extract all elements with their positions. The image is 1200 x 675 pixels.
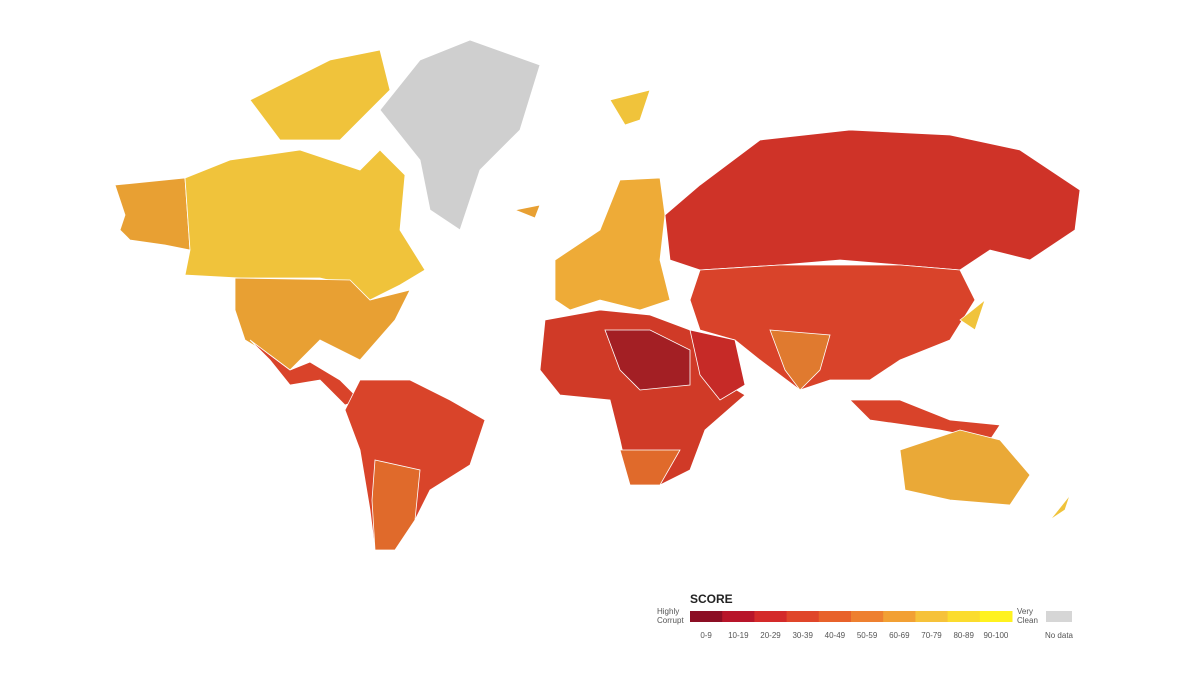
- land: [604, 329, 691, 391]
- legend: SCORE Highly Corrupt Very Clean 0-9 10-19…: [657, 592, 1074, 640]
- legend-swatch: [979, 611, 1013, 622]
- land: [664, 129, 1081, 271]
- legend-bin-label: 50-59: [857, 631, 878, 640]
- land: [379, 39, 541, 231]
- legend-swatch: [947, 611, 981, 622]
- land: [249, 49, 391, 141]
- legend-bin-label: 70-79: [921, 631, 942, 640]
- legend-bin-label: 60-69: [889, 631, 910, 640]
- legend-title: SCORE: [690, 592, 733, 606]
- legend-bin-label: 40-49: [825, 631, 846, 640]
- legend-no-data-swatch: [1046, 611, 1072, 622]
- land: [513, 204, 541, 219]
- land: [689, 329, 746, 401]
- legend-bin-label: 10-19: [728, 631, 749, 640]
- land: [344, 379, 486, 551]
- land: [184, 149, 426, 301]
- legend-swatch: [883, 611, 916, 622]
- land: [371, 459, 421, 551]
- land: [849, 399, 1001, 441]
- legend-swatch: [818, 611, 852, 622]
- legend-no-data-label: No data: [1045, 631, 1074, 640]
- land: [689, 264, 976, 391]
- legend-swatch: [915, 611, 949, 622]
- land: [539, 309, 746, 486]
- land: [769, 329, 831, 391]
- legend-high-label: Clean: [1017, 616, 1038, 625]
- land: [959, 298, 986, 331]
- land: [1049, 494, 1071, 521]
- legend-bin-label: 0-9: [700, 631, 712, 640]
- legend-bin-label: 90-100: [983, 631, 1008, 640]
- legend-low-label: Highly: [657, 607, 679, 616]
- world-map: [114, 39, 1081, 551]
- land: [114, 177, 191, 251]
- legend-bin-label: 30-39: [792, 631, 813, 640]
- legend-swatch: [754, 611, 788, 622]
- legend-high-label: Very: [1017, 607, 1033, 616]
- legend-bin-label: 20-29: [760, 631, 781, 640]
- land: [609, 89, 651, 126]
- legend-swatch: [786, 611, 820, 622]
- land: [234, 277, 411, 371]
- legend-swatch: [851, 611, 884, 622]
- legend-swatch: [690, 611, 723, 622]
- legend-bin-label: 80-89: [953, 631, 974, 640]
- land: [899, 429, 1031, 506]
- land: [554, 177, 671, 311]
- legend-swatch: [722, 611, 755, 622]
- land: [619, 449, 681, 486]
- legend-low-label: Corrupt: [657, 616, 684, 625]
